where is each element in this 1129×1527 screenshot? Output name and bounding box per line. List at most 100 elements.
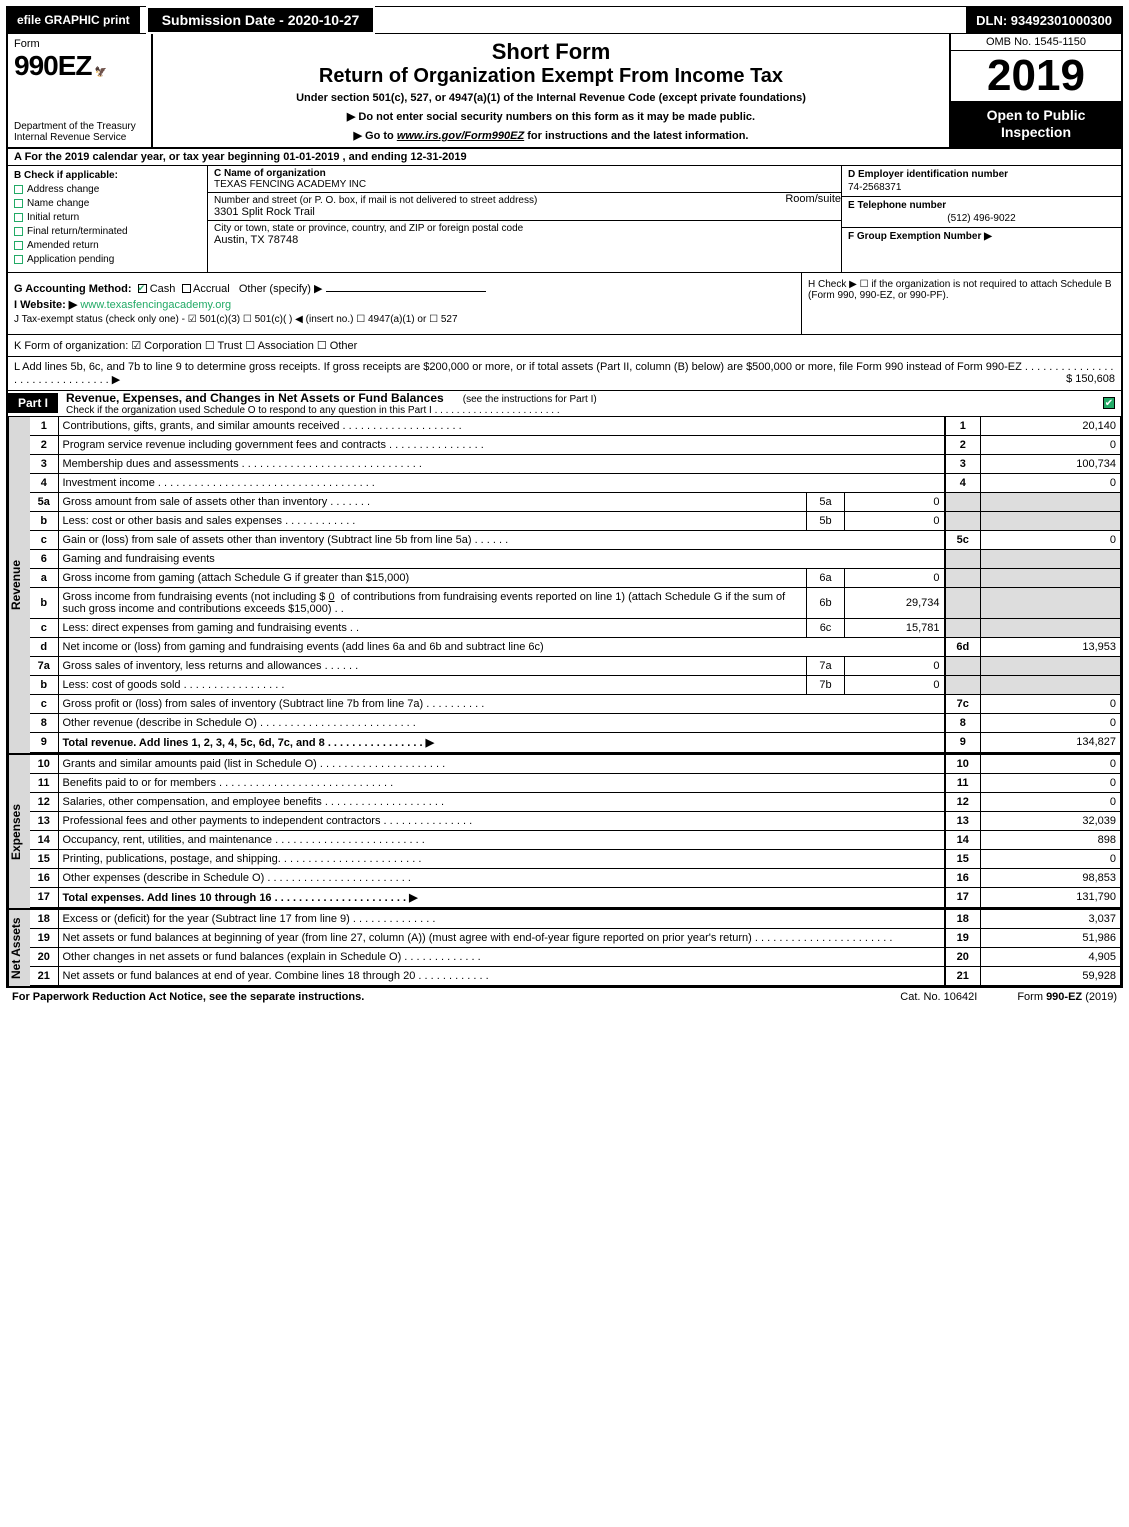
line-8: 8 Other revenue (describe in Schedule O)…: [30, 713, 1121, 732]
omb-number: OMB No. 1545-1150: [951, 34, 1121, 51]
submission-date-chip: Submission Date - 2020-10-27: [146, 6, 376, 34]
box-e-label: E Telephone number: [848, 200, 1115, 211]
entity-block: B Check if applicable: Address change Na…: [6, 166, 1123, 273]
net-assets-section: Net Assets 18 Excess or (deficit) for th…: [6, 910, 1123, 988]
schedo-checkbox[interactable]: ✔: [1103, 397, 1115, 409]
line-9: 9 Total revenue. Add lines 1, 2, 3, 4, 5…: [30, 732, 1121, 752]
line-5b: b Less: cost or other basis and sales ex…: [30, 511, 1121, 530]
line-13: 13 Professional fees and other payments …: [30, 811, 1121, 830]
box-b: B Check if applicable: Address change Na…: [8, 166, 208, 272]
line-6a: a Gross income from gaming (attach Sched…: [30, 568, 1121, 587]
tax-period-row: A For the 2019 calendar year, or tax yea…: [6, 149, 1123, 166]
ein-value: 74-2568371: [848, 182, 1115, 193]
chk-cash[interactable]: [138, 284, 147, 293]
return-of-title: Return of Organization Exempt From Incom…: [319, 65, 783, 88]
net-assets-side-label: Net Assets: [8, 910, 30, 986]
paperwork-notice: For Paperwork Reduction Act Notice, see …: [12, 991, 364, 1003]
form-header: Form 990EZ 🦅 Department of the Treasury …: [6, 34, 1123, 149]
efile-print-label[interactable]: efile GRAPHIC print: [7, 6, 140, 34]
box-k: K Form of organization: ☑ Corporation ☐ …: [6, 335, 1123, 357]
city-value: Austin, TX 78748: [214, 234, 835, 246]
short-form-title: Short Form: [492, 39, 611, 65]
line-2: 2 Program service revenue including gove…: [30, 435, 1121, 454]
telephone-value: (512) 496-9022: [848, 213, 1115, 224]
under-section-text: Under section 501(c), 527, or 4947(a)(1)…: [296, 92, 806, 104]
line-21: 21 Net assets or fund balances at end of…: [30, 966, 1121, 985]
room-suite: Room/suite: [785, 193, 841, 220]
chk-address-change[interactable]: Address change: [14, 184, 201, 195]
line-10: 10 Grants and similar amounts paid (list…: [30, 755, 1121, 774]
org-name: TEXAS FENCING ACADEMY INC: [214, 179, 835, 190]
treasury-seal-icon: 🦅: [95, 67, 107, 78]
website-link[interactable]: www.texasfencingacademy.org: [80, 299, 231, 311]
dln-label: DLN: 93492301000300: [966, 6, 1122, 34]
box-i: I Website: ▶ www.texasfencingacademy.org: [14, 298, 795, 311]
line-6: 6 Gaming and fundraising events: [30, 549, 1121, 568]
line-3: 3 Membership dues and assessments . . . …: [30, 454, 1121, 473]
open-to-public-badge: Open to Public Inspection: [951, 101, 1121, 147]
chk-amended-return[interactable]: Amended return: [14, 240, 201, 251]
street-label: Number and street (or P. O. box, if mail…: [214, 195, 779, 206]
dept-treasury-label: Department of the Treasury: [14, 121, 145, 132]
line-5a: 5a Gross amount from sale of assets othe…: [30, 492, 1121, 511]
form-label: Form: [14, 38, 40, 50]
line-7b: b Less: cost of goods sold . . . . . . .…: [30, 675, 1121, 694]
box-g-label: G Accounting Method:: [14, 283, 132, 295]
line-7c: c Gross profit or (loss) from sales of i…: [30, 694, 1121, 713]
cat-no: Cat. No. 10642I: [900, 991, 977, 1003]
page-footer: For Paperwork Reduction Act Notice, see …: [6, 988, 1123, 1006]
line-18: 18 Excess or (deficit) for the year (Sub…: [30, 910, 1121, 929]
line-12: 12 Salaries, other compensation, and emp…: [30, 792, 1121, 811]
form-number: 990EZ: [14, 50, 92, 81]
chk-final-return[interactable]: Final return/terminated: [14, 226, 201, 237]
form-code: Form 990-EZ (2019): [1017, 991, 1117, 1003]
revenue-section: Revenue 1 Contributions, gifts, grants, …: [6, 417, 1123, 755]
box-b-title: B Check if applicable:: [14, 170, 201, 181]
chk-name-change[interactable]: Name change: [14, 198, 201, 209]
part-1-schedo: Check if the organization used Schedule …: [58, 405, 1103, 416]
box-c-label: C Name of organization: [214, 168, 835, 179]
expenses-side-label: Expenses: [8, 755, 30, 908]
line-6b: b Gross income from fundraising events (…: [30, 587, 1121, 618]
line-6c: c Less: direct expenses from gaming and …: [30, 618, 1121, 637]
line-7a: 7a Gross sales of inventory, less return…: [30, 656, 1121, 675]
irs-gov-link[interactable]: www.irs.gov/Form990EZ: [397, 130, 524, 142]
line-16: 16 Other expenses (describe in Schedule …: [30, 868, 1121, 887]
chk-accrual[interactable]: [182, 284, 191, 293]
revenue-side-label: Revenue: [8, 417, 30, 753]
room-label: Room/suite: [785, 193, 841, 205]
line-6d: d Net income or (loss) from gaming and f…: [30, 637, 1121, 656]
box-f-label: F Group Exemption Number ▶: [848, 231, 1115, 242]
box-h: H Check ▶ ☐ if the organization is not r…: [808, 279, 1115, 301]
no-ssn-warning: ▶ Do not enter social security numbers o…: [347, 110, 755, 123]
street-value: 3301 Split Rock Trail: [214, 206, 779, 218]
chk-application-pending[interactable]: Application pending: [14, 254, 201, 265]
gross-receipts-amount: $ 150,608: [1066, 373, 1115, 385]
irs-label: Internal Revenue Service: [14, 132, 145, 143]
part-1-tag: Part I: [8, 393, 58, 413]
line-1: 1 Contributions, gifts, grants, and simi…: [30, 417, 1121, 436]
box-l-text: L Add lines 5b, 6c, and 7b to line 9 to …: [14, 361, 1114, 386]
line-17: 17 Total expenses. Add lines 10 through …: [30, 887, 1121, 907]
line-4: 4 Investment income . . . . . . . . . . …: [30, 473, 1121, 492]
box-d-label: D Employer identification number: [848, 169, 1115, 180]
line-5c: c Gain or (loss) from sale of assets oth…: [30, 530, 1121, 549]
line-20: 20 Other changes in net assets or fund b…: [30, 947, 1121, 966]
part-1-sub: (see the instructions for Part I): [455, 394, 597, 405]
tax-year: 2019: [951, 51, 1121, 101]
boxes-g-through-j: G Accounting Method: Cash Accrual Other …: [6, 273, 1123, 335]
line-14: 14 Occupancy, rent, utilities, and maint…: [30, 830, 1121, 849]
chk-other-label: Other (specify) ▶: [239, 283, 323, 295]
box-j: J Tax-exempt status (check only one) - ☑…: [14, 314, 795, 325]
line-19: 19 Net assets or fund balances at beginn…: [30, 928, 1121, 947]
expenses-section: Expenses 10 Grants and similar amounts p…: [6, 755, 1123, 910]
part-1-header: Part I Revenue, Expenses, and Changes in…: [6, 391, 1123, 417]
city-label: City or town, state or province, country…: [214, 223, 835, 234]
goto-instructions: ▶ Go to www.irs.gov/Form990EZ for instru…: [354, 129, 749, 142]
top-bar: efile GRAPHIC print Submission Date - 20…: [6, 6, 1123, 34]
box-l: L Add lines 5b, 6c, and 7b to line 9 to …: [6, 357, 1123, 391]
box-g: G Accounting Method: Cash Accrual Other …: [14, 282, 795, 295]
chk-initial-return[interactable]: Initial return: [14, 212, 201, 223]
other-method-input[interactable]: [326, 291, 486, 292]
box-i-label: I Website: ▶: [14, 299, 77, 311]
